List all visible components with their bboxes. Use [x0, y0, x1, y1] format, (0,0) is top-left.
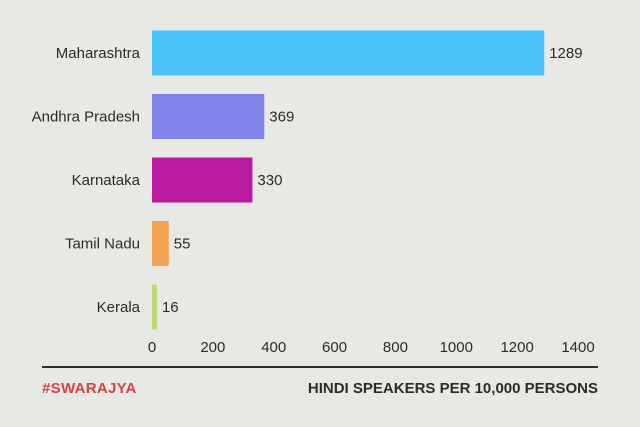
x-tick-label: 1400 — [561, 339, 594, 356]
bar-karnataka — [152, 157, 253, 203]
x-tick-label: 200 — [200, 339, 225, 356]
x-tick-label: 1200 — [500, 339, 533, 356]
value-label-maharashtra: 1289 — [549, 45, 582, 62]
value-label-tamil-nadu: 55 — [174, 236, 191, 253]
bar-kerala — [152, 284, 157, 330]
value-label-kerala: 16 — [162, 299, 179, 316]
x-tick-label: 800 — [383, 339, 408, 356]
x-tick-label: 600 — [322, 339, 347, 356]
chart-caption: HINDI SPEAKERS PER 10,000 PERSONS — [307, 380, 598, 397]
x-tick-label: 0 — [148, 339, 156, 356]
category-label-kerala: Kerala — [97, 299, 141, 316]
category-label-tamil-nadu: Tamil Nadu — [65, 236, 140, 253]
bar-tamil-nadu — [152, 221, 169, 266]
x-tick-label: 1000 — [440, 339, 473, 356]
x-tick-label: 400 — [261, 339, 286, 356]
brand-logo-text: #SWARAJYA — [42, 380, 137, 397]
category-label-andhra-pradesh: Andhra Pradesh — [32, 109, 140, 126]
category-label-karnataka: Karnataka — [72, 172, 141, 189]
value-label-andhra-pradesh: 369 — [269, 109, 294, 126]
bar-maharashtra — [152, 30, 545, 76]
value-label-karnataka: 330 — [257, 172, 282, 189]
bar-andhra-pradesh — [152, 94, 265, 139]
category-label-maharashtra: Maharashtra — [56, 45, 141, 62]
footer-divider — [42, 366, 598, 368]
